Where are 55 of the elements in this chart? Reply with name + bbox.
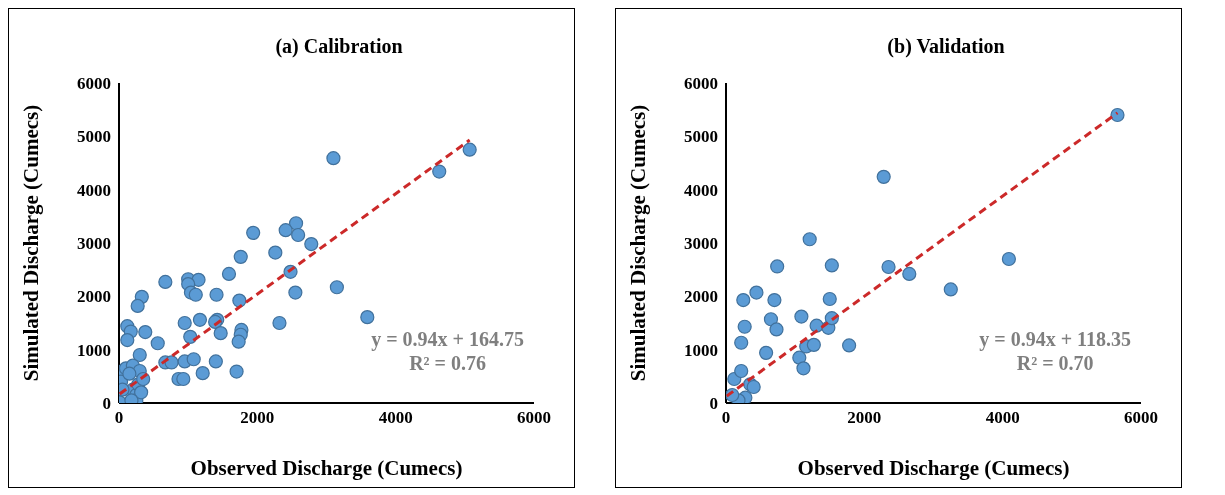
annotation: y = 0.94x + 118.35 — [979, 327, 1131, 351]
x-tick-label: 0 — [721, 408, 731, 428]
point — [943, 282, 958, 297]
point — [842, 338, 857, 353]
point — [1001, 251, 1016, 267]
point — [749, 285, 764, 300]
y-tick-label: 5000 — [77, 127, 111, 147]
y-tick-label: 6000 — [77, 74, 111, 94]
x-tick-label: 6000 — [1124, 408, 1158, 428]
point — [759, 345, 774, 360]
point — [734, 363, 749, 379]
y-tick-label: 6000 — [684, 74, 718, 94]
point — [734, 335, 749, 350]
point — [802, 232, 817, 247]
y-tick-label: 0 — [709, 394, 718, 414]
chart-title: (b) Validation — [886, 35, 1006, 58]
point — [876, 169, 891, 184]
point — [822, 291, 837, 307]
point — [902, 266, 917, 282]
y-tick-label: 2000 — [684, 287, 718, 307]
x-axis-title: Observed Discharge (Cumecs) — [190, 456, 463, 480]
point — [796, 361, 811, 376]
point — [736, 292, 751, 308]
x-tick-label: 4000 — [378, 408, 413, 428]
point — [763, 312, 779, 327]
y-tick-label: 4000 — [77, 180, 111, 200]
y-tick-label: 2000 — [77, 287, 111, 307]
x-tick-label: 0 — [114, 408, 124, 428]
chart-title: (a) Calibration — [274, 35, 404, 58]
y-tick-label: 3000 — [684, 234, 718, 254]
point — [737, 319, 752, 334]
x-tick-label: 4000 — [985, 408, 1020, 428]
annotation: y = 0.94x + 164.75 — [371, 327, 524, 351]
point — [1110, 107, 1125, 123]
point — [806, 337, 821, 352]
y-tick-label: 4000 — [684, 180, 718, 200]
y-tick-label: 1000 — [77, 340, 111, 360]
point — [881, 259, 896, 275]
annotation: R² = 0.76 — [408, 351, 487, 375]
y-axis-title: Simulated Discharge (Cumecs) — [19, 104, 44, 382]
x-tick-label: 6000 — [517, 408, 551, 428]
y-tick-label: 1000 — [684, 340, 718, 360]
y-tick-label: 3000 — [77, 234, 111, 254]
x-tick-label: 2000 — [240, 408, 275, 428]
y-axis-title: Simulated Discharge (Cumecs) — [626, 104, 651, 382]
point — [767, 292, 782, 308]
point — [794, 309, 809, 324]
y-tick-label: 5000 — [684, 127, 718, 147]
point — [824, 258, 839, 273]
point — [769, 322, 784, 337]
x-axis-title: Observed Discharge (Cumecs) — [797, 456, 1070, 480]
x-tick-label: 2000 — [847, 408, 882, 428]
y-tick-label: 0 — [102, 394, 111, 414]
point — [770, 259, 785, 274]
annotation: R² = 0.70 — [1015, 351, 1095, 375]
